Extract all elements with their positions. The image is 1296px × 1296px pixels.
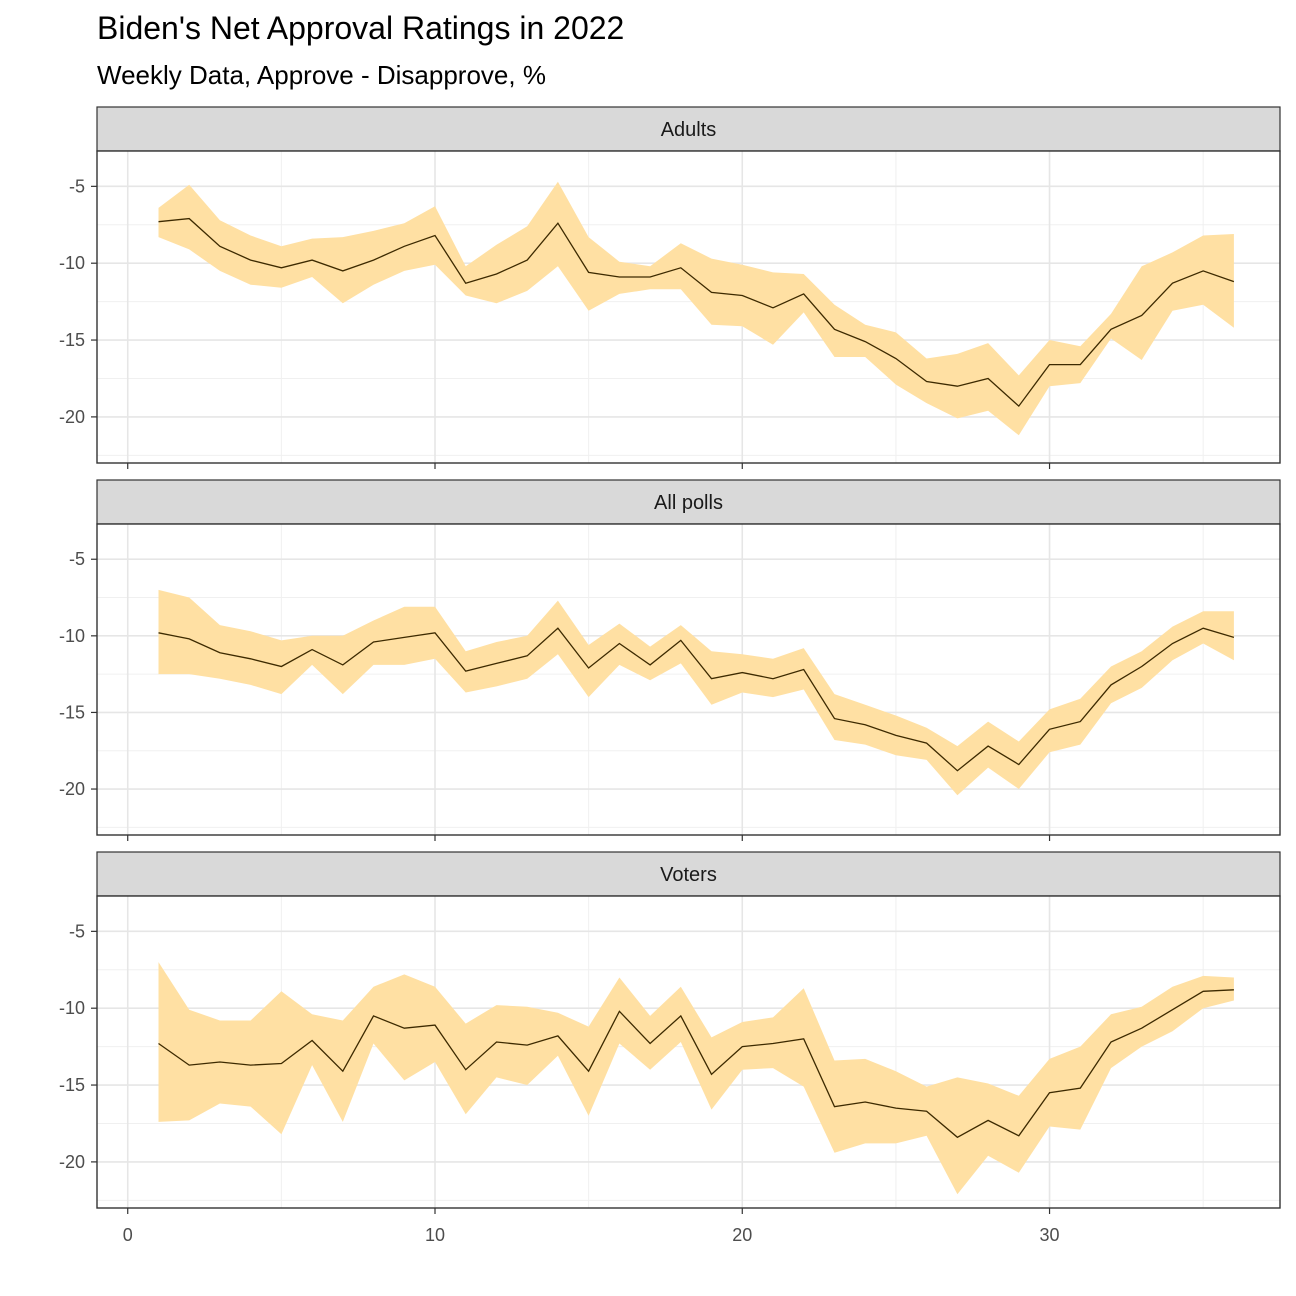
y-tick-label: -15 <box>59 330 85 350</box>
y-tick-label: -15 <box>59 702 85 722</box>
confidence-band-voters <box>158 962 1234 1195</box>
y-tick-label: -10 <box>59 253 85 273</box>
chart-subtitle: Weekly Data, Approve - Disapprove, % <box>97 60 546 90</box>
y-tick-label: -5 <box>69 549 85 569</box>
chart-title: Biden's Net Approval Ratings in 2022 <box>97 10 625 46</box>
panel-border-voters <box>96 895 1281 1209</box>
y-tick-label: -15 <box>59 1075 85 1095</box>
x-tick-label: 0 <box>123 1225 133 1245</box>
strip-label-adults: Adults <box>661 119 717 141</box>
y-tick-label: -5 <box>69 921 85 941</box>
series-line-voters <box>158 989 1234 1139</box>
strip-all-polls <box>96 479 1281 525</box>
x-tick-label: 10 <box>425 1225 445 1245</box>
panel-bg-adults <box>97 151 1280 463</box>
confidence-band-adults <box>158 181 1234 436</box>
x-tick-label: 30 <box>1040 1225 1060 1245</box>
y-tick-label: -5 <box>69 176 85 196</box>
y-tick-label: -20 <box>59 1152 85 1172</box>
y-tick-label: -20 <box>59 779 85 799</box>
panel-border-adults <box>96 150 1281 464</box>
strip-label-all-polls: All polls <box>654 492 723 514</box>
series-line-adults <box>158 217 1235 408</box>
series-line-all-polls <box>158 627 1235 772</box>
y-tick-label: -20 <box>59 407 85 427</box>
panel-border-all-polls <box>96 523 1281 836</box>
confidence-band-all-polls <box>158 589 1234 796</box>
strip-voters <box>96 851 1281 897</box>
strip-label-voters: Voters <box>660 864 717 886</box>
x-tick-label: 20 <box>732 1225 752 1245</box>
y-tick-label: -10 <box>59 998 85 1018</box>
y-tick-label: -10 <box>59 626 85 646</box>
